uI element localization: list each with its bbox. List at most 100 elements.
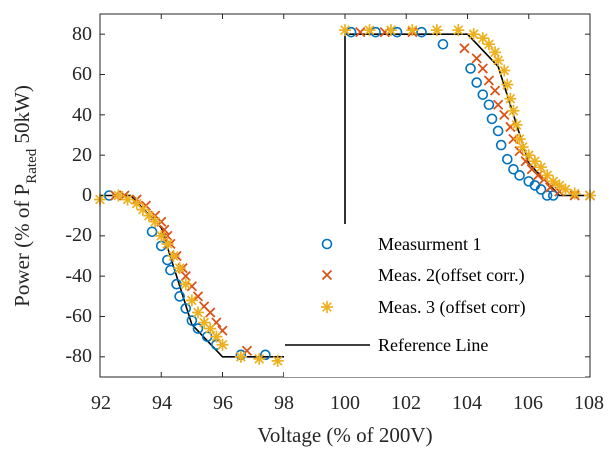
- meas-2-point: [355, 27, 366, 38]
- legend-label-meas-2: Meas. 2(offset corr.): [378, 265, 525, 286]
- meas-2-point: [459, 43, 470, 54]
- legend-label-reference-line: Reference Line: [378, 335, 488, 355]
- meas-3-point: [504, 92, 517, 105]
- x-tick-label: 94: [152, 392, 172, 414]
- x-tick-label: 96: [213, 392, 233, 414]
- meas-3-point: [155, 229, 168, 242]
- meas-3-point: [507, 104, 520, 117]
- y-tick-label: 0: [82, 184, 92, 206]
- meas-3-point: [510, 118, 523, 131]
- meas-3-point: [406, 24, 419, 37]
- y-tick-label: -80: [65, 345, 92, 367]
- meas-3-point: [452, 24, 465, 37]
- meas-3-point: [167, 250, 180, 262]
- meas-3-point: [482, 38, 495, 51]
- legend-marker-meas-2: [321, 269, 333, 281]
- measurment-1-point: [192, 323, 204, 334]
- meas-2-point: [379, 27, 390, 38]
- measurment-1-point: [486, 113, 498, 125]
- x-tick-label: 92: [91, 392, 111, 414]
- legend-marker-measurment-1: [321, 238, 333, 250]
- y-tick-label: 40: [72, 104, 92, 126]
- measurment-1-point: [483, 99, 495, 111]
- measurment-1-point: [437, 38, 449, 50]
- meas-3-point: [192, 306, 204, 319]
- y-tick-label: -40: [65, 265, 92, 287]
- measurment-1-point: [174, 291, 185, 302]
- meas-3-point: [568, 187, 581, 200]
- meas-3-point: [467, 28, 480, 41]
- x-tick-label: 100: [330, 392, 360, 414]
- meas-3-point: [528, 155, 541, 168]
- measurment-1-point: [146, 226, 158, 238]
- meas-2-point: [483, 75, 495, 86]
- legend-box: [284, 224, 585, 377]
- meas-3-point: [216, 338, 229, 351]
- measurment-1-point: [180, 303, 192, 314]
- meas-3-point: [535, 161, 547, 174]
- measurment-1-point: [502, 153, 513, 165]
- measurment-1-point: [260, 349, 271, 361]
- measurment-1-point: [465, 63, 476, 74]
- meas-3-point: [179, 278, 192, 291]
- meas-3-point: [173, 262, 186, 275]
- meas-3-point: [384, 24, 397, 37]
- measurment-1-point: [508, 163, 519, 175]
- measurment-1-point: [416, 26, 427, 38]
- x-tick-label: 98: [274, 392, 294, 414]
- meas-3-point: [553, 179, 566, 192]
- measurment-1-point: [165, 264, 176, 276]
- legend-label-meas-3: Meas. 3 (offset corr): [378, 297, 526, 318]
- legend-label-measurment-1: Measurment 1: [378, 234, 481, 254]
- meas-2-point: [180, 271, 191, 282]
- meas-3-point: [149, 215, 162, 228]
- meas-3-point: [210, 330, 223, 343]
- measurment-1-point: [495, 139, 507, 151]
- legend: Measurment 1 Meas. 2(offset corr.) Meas.…: [284, 224, 585, 377]
- meas-2-point: [489, 85, 501, 96]
- meas-3-point: [547, 175, 560, 188]
- legend-marker-symbol: [321, 301, 333, 313]
- y-tick-label: 60: [72, 63, 92, 85]
- meas-3-point: [501, 78, 514, 91]
- measurment-1-point: [492, 125, 504, 137]
- meas-3-point: [339, 24, 351, 37]
- y-axis-title: Power (% of PRated 50kW): [10, 85, 40, 307]
- meas-3-point: [185, 294, 198, 307]
- meas-2-point: [192, 291, 204, 302]
- meas-3-point: [112, 189, 125, 202]
- measurment-1-point: [535, 184, 547, 195]
- meas-3-point: [516, 141, 529, 154]
- x-axis-title: Voltage (% of 200V): [257, 423, 432, 447]
- legend-marker-symbol: [321, 238, 333, 250]
- meas-3-point: [430, 24, 443, 37]
- meas-2-point: [205, 307, 216, 318]
- x-tick-label: 106: [513, 392, 543, 414]
- meas-3-point: [492, 54, 505, 67]
- meas-2-point: [471, 53, 482, 64]
- meas-3-point: [559, 183, 572, 196]
- measurment-1-point: [477, 89, 489, 100]
- y-tick-label: 20: [72, 144, 92, 166]
- x-tick-labels: 92 94 96 98 100 102 104 106 108: [91, 392, 604, 414]
- legend-marker-symbol: [321, 269, 333, 281]
- meas-3-point: [204, 322, 217, 335]
- y-tick-labels: 80 60 40 20 0 -20 -40 -60 -80: [65, 23, 92, 367]
- meas-3-point: [121, 193, 134, 206]
- measurment-1-point: [186, 315, 198, 326]
- measurment-1-point: [471, 77, 482, 88]
- meas-2-point: [492, 99, 504, 110]
- y-axis-title-suffix: 50kW): [10, 85, 34, 149]
- x-tick-label: 102: [391, 392, 421, 414]
- meas-3-point: [234, 350, 247, 363]
- y-axis-title-prefix: Power (% of P: [10, 184, 34, 307]
- legend-marker-meas-3: [321, 301, 333, 313]
- x-tick-label: 108: [574, 392, 604, 414]
- meas-2-point: [499, 109, 510, 120]
- y-tick-label: -60: [65, 305, 92, 327]
- measurment-1-point: [514, 170, 525, 181]
- y-tick-label: 80: [72, 23, 92, 45]
- meas-3-point: [271, 354, 284, 367]
- y-axis-title-subscript: Rated: [24, 148, 40, 183]
- meas-3-point: [253, 352, 266, 365]
